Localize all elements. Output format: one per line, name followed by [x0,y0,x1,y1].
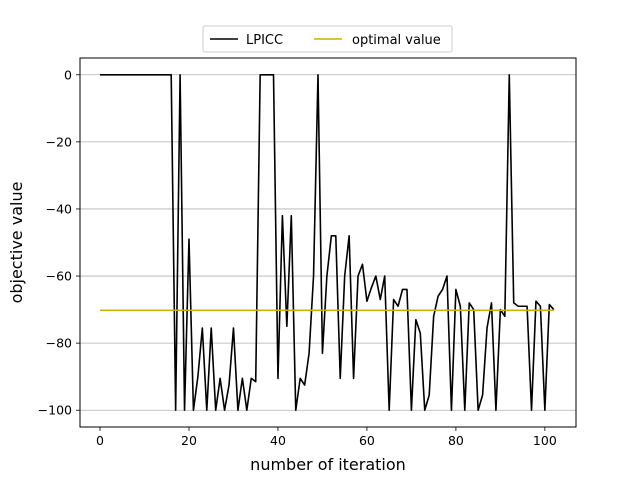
series-line-0 [100,73,555,412]
legend-label-optimal-value: optimal value [352,33,441,48]
y-tick-label-3: −60 [46,269,72,284]
y-tick-label-1: −20 [46,134,72,149]
y-tick-label-2: −40 [46,201,72,216]
x-axis-label: number of iteration [250,455,406,474]
axis-ticks: 0 20 40 60 80 100 0 −20 −40 −60 −80 −100 [38,67,557,448]
y-tick-label-4: −80 [46,336,72,351]
grid-lines [80,74,576,411]
y-tick-label-5: −100 [38,403,72,418]
y-axis-label: objective value [7,182,26,304]
x-tick-label-0: 0 [96,433,104,448]
x-tick-label-3: 60 [359,433,375,448]
x-tick-label-4: 80 [448,433,464,448]
series-layer [100,73,555,412]
legend-label-lpicc: LPICC [246,33,283,48]
plot-frame [79,57,577,428]
x-tick-label-2: 40 [270,433,286,448]
y-tick-label-0: 0 [64,67,72,82]
legend: LPICC optimal value [202,25,453,53]
x-tick-label-1: 20 [181,433,197,448]
x-tick-label-5: 100 [533,433,557,448]
